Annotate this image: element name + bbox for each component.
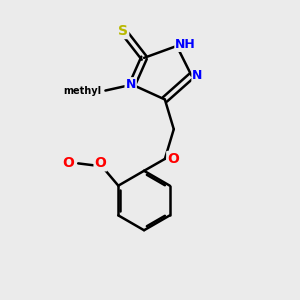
- Text: S: S: [118, 24, 128, 38]
- Text: NH: NH: [175, 38, 196, 51]
- Text: O: O: [62, 156, 74, 170]
- Text: N: N: [125, 78, 136, 91]
- Text: O: O: [167, 152, 179, 166]
- Text: methyl: methyl: [63, 85, 101, 96]
- Text: O: O: [94, 156, 106, 170]
- Text: N: N: [192, 69, 203, 82]
